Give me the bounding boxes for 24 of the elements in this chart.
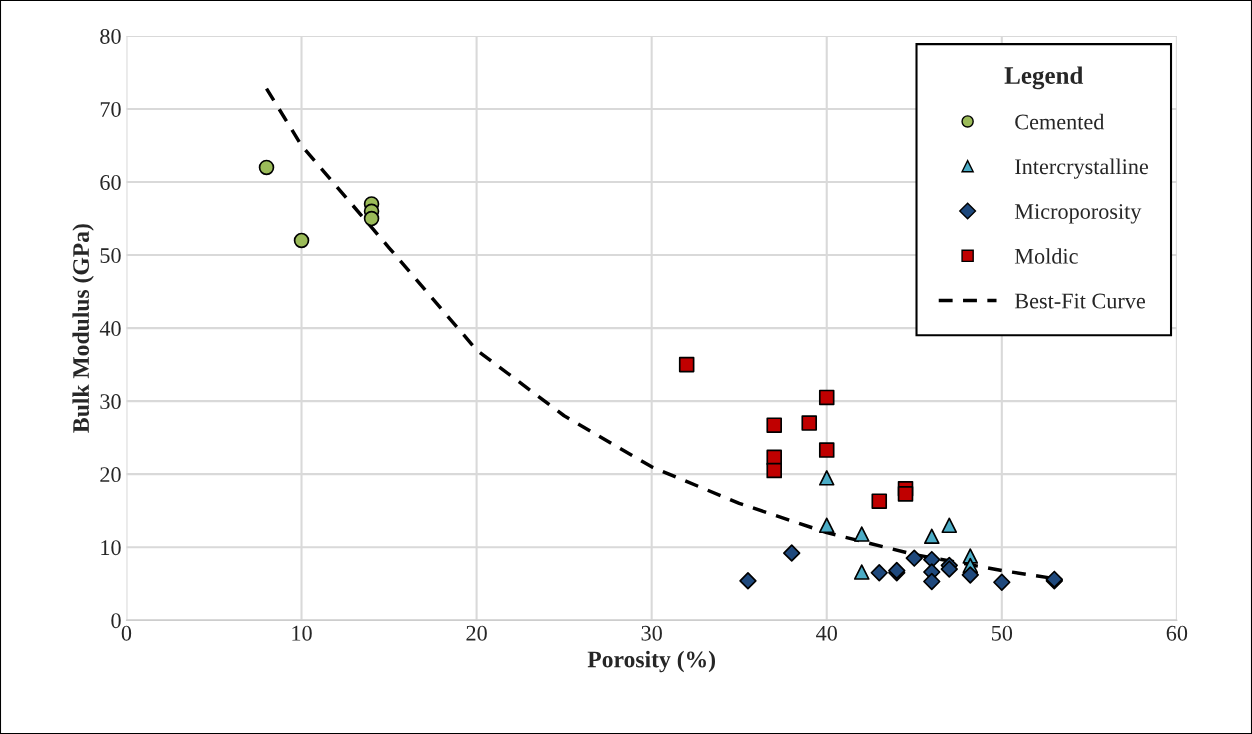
y-tick-label: 70 (100, 101, 121, 117)
legend-label: Microporosity (1014, 204, 1142, 224)
x-tick-label: 10 (292, 625, 312, 641)
legend-label: Cemented (1015, 113, 1105, 130)
y-tick-label: 20 (100, 467, 121, 483)
x-tick-label: 40 (816, 625, 837, 641)
x-tick-label: 30 (641, 625, 662, 641)
y-tick-label: 0 (111, 613, 121, 629)
x-tick-label: 0 (121, 625, 132, 641)
legend-title: Legend (1004, 66, 1084, 90)
y-tick-label: 40 (99, 321, 121, 337)
legend-label: Moldic (1014, 248, 1078, 264)
y-tick-label: 30 (100, 394, 121, 410)
y-tick-label: 10 (101, 540, 121, 556)
x-tick-label: 50 (991, 625, 1013, 641)
legend-label: Best-Fit Curve (1014, 293, 1145, 309)
x-tick-label: 60 (1166, 625, 1188, 641)
x-axis-title: Porosity (%) (587, 650, 716, 673)
legend-label: Intercrystalline (1015, 158, 1149, 179)
y-tick-label: 50 (100, 248, 121, 263)
y-axis-title: Bulk Modulus (GPa) (72, 224, 94, 433)
y-tick-label: 80 (100, 28, 121, 44)
y-tick-label: 60 (100, 174, 121, 190)
x-tick-label: 20 (466, 625, 487, 641)
